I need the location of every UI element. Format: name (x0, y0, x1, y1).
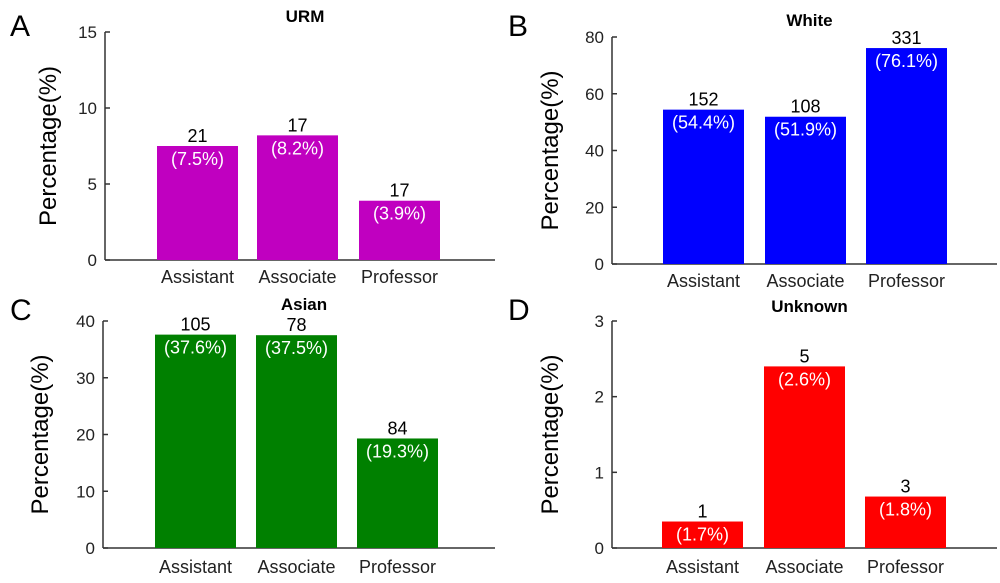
panel-b-y-axis-label: Percentage(%) (537, 70, 564, 230)
panel-c-y-tick-label: 30 (76, 369, 95, 388)
panel-c-y-tick-label: 10 (76, 482, 95, 501)
panel-d-bar-associate (764, 366, 845, 548)
panel-b-percent-label: (54.4%) (672, 113, 735, 133)
panel-d-y-tick-label: 0 (595, 539, 604, 558)
panel-b-count-label: 108 (790, 97, 820, 117)
panel-d-x-tick-label: Associate (765, 557, 843, 577)
panel-c-x-tick-label: Associate (257, 557, 335, 577)
panel-b-x-tick-label: Associate (766, 271, 844, 291)
panel-d-bar-professor (865, 496, 946, 548)
panel-d-y-tick-label: 2 (595, 388, 604, 407)
panel-b-percent-label: (76.1%) (875, 51, 938, 71)
panel-b-count-label: 152 (688, 90, 718, 110)
panel-a-y-tick-label: 10 (78, 99, 97, 118)
panel-a-bar-professor (359, 200, 440, 260)
panel-c-count-label: 78 (286, 315, 306, 335)
panel-d-x-tick-label: Assistant (666, 557, 739, 577)
panel-a-x-tick-label: Associate (258, 267, 336, 287)
panel-a-title: URM (286, 7, 325, 26)
panel-c-bar-professor (357, 438, 438, 548)
panel-d-count-label: 5 (799, 346, 809, 366)
panel-d-y-axis-label: Percentage(%) (537, 354, 564, 514)
panel-c-y-tick-label: 0 (86, 539, 95, 558)
panel-d-percent-label: (2.6%) (778, 369, 831, 389)
panel-d-percent-label: (1.8%) (879, 500, 932, 520)
panel-b-letter: B (508, 10, 528, 43)
panel-c-bar-associate (256, 335, 337, 548)
panel-c-count-label: 105 (180, 315, 210, 335)
panel-c-bar-assistant (155, 334, 236, 548)
panel-d-bar-assistant (662, 521, 743, 548)
panel-c-x-tick-label: Professor (359, 557, 436, 577)
panel-a-count-label: 17 (389, 181, 409, 201)
panel-c-title: Asian (281, 295, 327, 314)
panel-b-y-tick-label: 40 (585, 142, 604, 161)
panel-c-y-axis-label: Percentage(%) (27, 354, 54, 514)
panel-a-letter: A (10, 10, 30, 43)
panel-a-x-tick-label: Assistant (161, 267, 234, 287)
panel-d-percent-label: (1.7%) (676, 525, 729, 545)
panel-b-y-tick-label: 20 (585, 198, 604, 217)
panel-c-y-tick-label: 40 (76, 312, 95, 331)
panel-d-count-label: 1 (697, 502, 707, 522)
panel-b-percent-label: (51.9%) (774, 120, 837, 140)
panel-b-x-tick-label: Professor (868, 271, 945, 291)
panel-a-percent-label: (8.2%) (271, 138, 324, 158)
panel-c-percent-label: (37.6%) (164, 338, 227, 358)
panel-a-bar-associate (257, 135, 338, 260)
panel-c-percent-label: (19.3%) (366, 441, 429, 461)
panel-b-count-label: 331 (891, 28, 921, 48)
panel-c-y-tick-label: 20 (76, 426, 95, 445)
panel-b-title: White (786, 11, 832, 30)
panel-c-count-label: 84 (387, 418, 407, 438)
panel-a-percent-label: (3.9%) (373, 204, 426, 224)
panel-d-y-tick-label: 1 (595, 463, 604, 482)
panel-a-y-tick-label: 0 (88, 251, 97, 270)
panel-b-y-tick-label: 80 (585, 28, 604, 47)
panel-a-bar-assistant (157, 146, 238, 260)
panel-d-letter: D (508, 294, 530, 327)
panel-a-x-tick-label: Professor (361, 267, 438, 287)
panel-a-count-label: 21 (187, 126, 207, 146)
panel-d-y-tick-label: 3 (595, 312, 604, 331)
panel-c-percent-label: (37.5%) (265, 338, 328, 358)
panel-b-x-tick-label: Assistant (667, 271, 740, 291)
panel-c-letter: C (10, 294, 32, 327)
panel-d-title: Unknown (771, 297, 848, 316)
panel-a-percent-label: (7.5%) (171, 149, 224, 169)
panel-b-y-tick-label: 0 (595, 255, 604, 274)
panel-d-x-tick-label: Professor (867, 557, 944, 577)
panel-c-x-tick-label: Assistant (159, 557, 232, 577)
panel-b-bar-assistant (663, 109, 744, 264)
panel-b-bar-associate (765, 116, 846, 264)
panel-a-y-axis-label: Percentage(%) (35, 66, 62, 226)
panel-a-y-tick-label: 5 (88, 175, 97, 194)
panel-a-y-tick-label: 15 (78, 23, 97, 42)
panel-a-count-label: 17 (287, 115, 307, 135)
panel-b-y-tick-label: 60 (585, 85, 604, 104)
panel-b-bar-professor (866, 48, 947, 264)
panel-d-count-label: 3 (900, 477, 910, 497)
